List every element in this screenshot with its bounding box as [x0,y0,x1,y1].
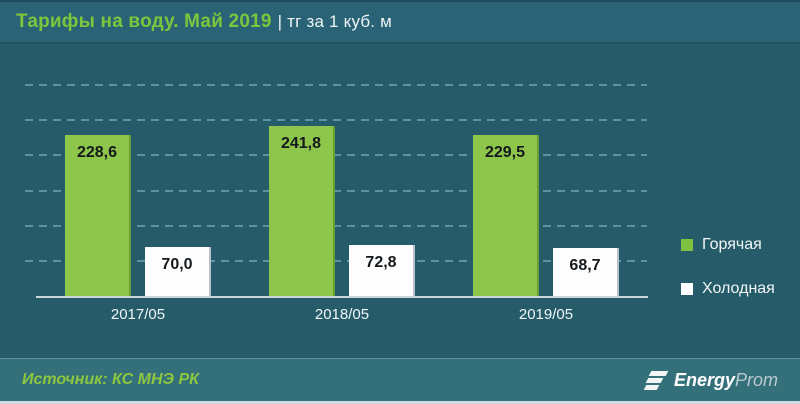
bar-group-2018/05: 241,8 72,8 [240,85,444,296]
legend-label-cold: Холодная [702,280,775,297]
x-tick-label-2018/05: 2018/05 [314,306,370,323]
bar-value-label: 241,8 [280,134,322,152]
chart-title-main: Тарифы на воду. Май 2019 [16,11,272,32]
gridline-300 [25,84,647,86]
bar-hot-2019/05: 229,5 [473,134,539,296]
bar-hot-2017/05: 228,6 [65,135,131,296]
energyprom-logo-icon [643,370,669,390]
logo-text-prom: Prom [734,369,778,390]
gridline-50 [25,259,647,262]
gridline-250 [25,119,647,122]
legend-swatch-hot-icon [681,239,693,251]
bar-group-2017/05: 228,6 70,0 [36,85,240,296]
gridline-150 [25,189,647,192]
source-text: Источник: КС МНЭ РК [22,371,200,388]
bar-hot-2018/05: 241,8 [269,125,335,296]
legend-item-cold: Холодная [681,280,775,298]
chart-title-units: | тг за 1 куб. м [277,12,393,31]
legend-item-hot: Горячая [681,236,775,254]
energyprom-logo: EnergyProm [643,370,778,391]
plot-area: 228,6 70,0 241,8 72,8 229,5 68,7 [25,84,648,298]
legend-swatch-cold-icon [681,283,693,295]
bar-value-label: 229,5 [484,143,526,161]
bar-value-label: 68,7 [569,256,601,274]
x-axis-labels: 2017/05 2018/05 2019/05 [36,306,648,330]
footer: Источник: КС МНЭ РК EnergyProm [0,358,800,404]
legend-label-hot: Горячая [702,236,762,253]
bar-cold-2019/05: 68,7 [553,247,619,296]
chart-area: 228,6 70,0 241,8 72,8 229,5 68,7 2017/05 2018/… [0,44,800,358]
logo-text-energy: Energy [673,369,735,390]
bar-group-2019/05: 229,5 68,7 [444,85,648,296]
bar-value-label: 70,0 [161,255,193,273]
bar-value-label: 72,8 [365,253,397,271]
logo-text: EnergyProm [674,370,778,391]
x-tick-label-2019/05: 2019/05 [518,306,574,323]
bar-cold-2018/05: 72,8 [349,244,415,296]
gridline-100 [25,224,647,227]
bar-value-label: 228,6 [76,144,118,162]
legend: Горячая Холодная [681,236,775,324]
bar-cold-2017/05: 70,0 [145,246,211,296]
x-tick-label-2017/05: 2017/05 [110,306,166,323]
x-axis-line [36,296,648,298]
header: Тарифы на воду. Май 2019 | тг за 1 куб. м [0,0,800,44]
chart-title: Тарифы на воду. Май 2019 | тг за 1 куб. м [16,11,392,33]
gridline-200 [25,154,647,157]
